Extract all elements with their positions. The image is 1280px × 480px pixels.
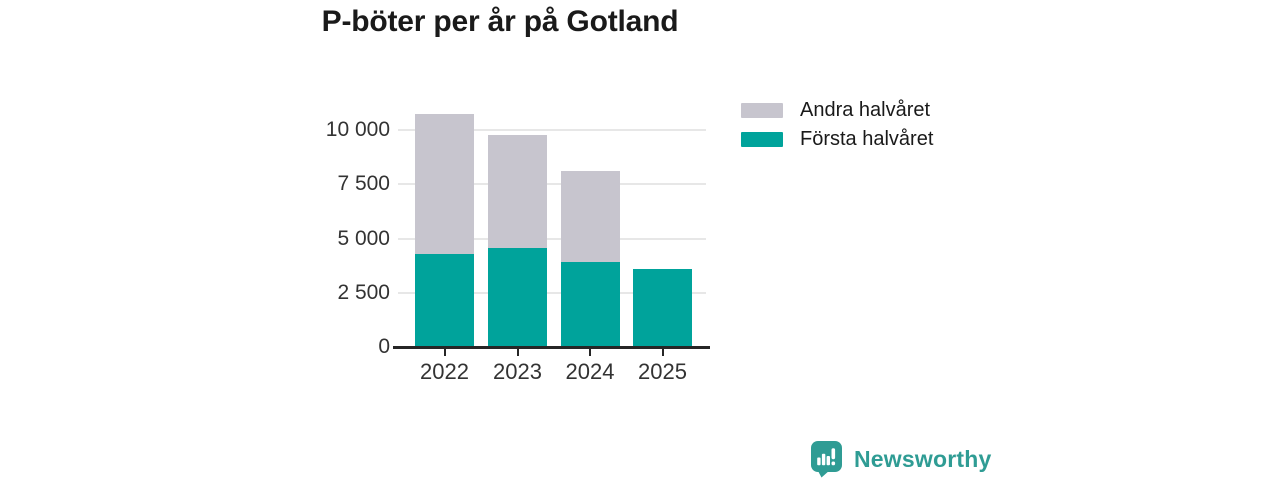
chart-area: 0 2 500 5 000 7 500 10 000 2022 2023 2024 2025 bbox=[320, 100, 740, 400]
gridline bbox=[398, 183, 706, 186]
newsworthy-wordmark: Newsworthy bbox=[854, 445, 992, 472]
x-axis-line bbox=[393, 346, 710, 349]
legend: Andra halvåret Första halvåret bbox=[741, 99, 933, 161]
x-axis-tick bbox=[661, 349, 664, 356]
gridline bbox=[398, 237, 706, 240]
bar-segment-andra-halvåret bbox=[488, 134, 547, 249]
bar-segment-första-halvåret bbox=[415, 253, 474, 347]
y-axis-tick-label: 2 500 bbox=[337, 280, 390, 304]
bar-segment-andra-halvåret bbox=[560, 171, 620, 262]
bar-segment-andra-halvåret bbox=[415, 113, 474, 254]
gridline bbox=[398, 291, 706, 294]
x-axis-tick bbox=[516, 349, 519, 356]
y-axis-tick-label: 7 500 bbox=[337, 172, 390, 196]
x-axis-label: 2023 bbox=[493, 359, 542, 384]
bar-segment-första-halvåret bbox=[488, 248, 547, 347]
legend-item: Andra halvåret bbox=[741, 99, 933, 121]
x-axis-label: 2022 bbox=[420, 359, 469, 384]
x-axis-label: 2024 bbox=[565, 359, 615, 384]
bar-segment-första-halvåret bbox=[560, 261, 620, 347]
legend-label: Andra halvåret bbox=[800, 99, 931, 121]
x-axis-label: 2025 bbox=[638, 359, 687, 384]
y-axis-tick-label: 5 000 bbox=[337, 226, 390, 250]
gridline bbox=[398, 129, 706, 131]
chart-title: P-böter per år på Gotland bbox=[321, 5, 679, 38]
legend-swatch bbox=[741, 132, 783, 147]
x-axis-tick bbox=[589, 349, 591, 356]
legend-item: Första halvåret bbox=[741, 128, 933, 150]
bar-segment-första-halvåret bbox=[633, 268, 692, 347]
newsworthy-bubble-chart-icon bbox=[811, 441, 842, 478]
x-axis-tick bbox=[443, 349, 446, 356]
y-axis-tick-label: 10 000 bbox=[325, 118, 390, 141]
y-axis-tick-label: 0 bbox=[378, 335, 390, 358]
legend-label: Första halvåret bbox=[800, 128, 934, 150]
newsworthy-logo[interactable]: Newsworthy bbox=[810, 440, 991, 478]
legend-swatch bbox=[741, 103, 783, 118]
